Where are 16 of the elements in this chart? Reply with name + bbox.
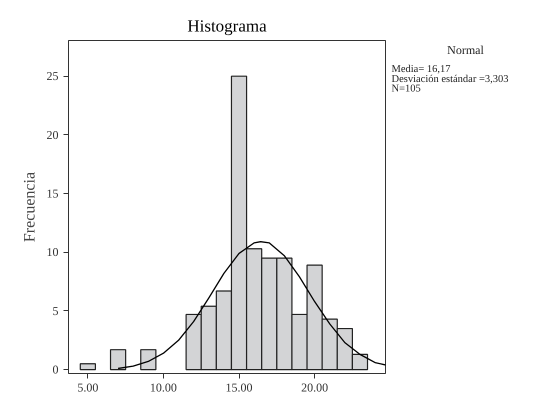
y-tick-label: 0 (52, 362, 58, 377)
y-axis-title: Frecuencia (22, 172, 38, 242)
y-tick-label: 25 (46, 69, 58, 84)
x-tick-label: 10.00 (150, 380, 177, 394)
text: Normal (447, 43, 484, 58)
x-tick-label: 20.00 (301, 380, 328, 394)
text: Desviación estándar =3,303 (392, 74, 509, 85)
x-tick-label: 15.00 (226, 380, 253, 394)
y-tick-label: 15 (46, 186, 58, 201)
y-tick-label: 5 (52, 304, 58, 318)
y-tick-label: 20 (46, 128, 58, 142)
text: N=105 (392, 84, 421, 95)
text: Media= 16,17 (392, 64, 450, 76)
chart-title: Histograma (187, 16, 268, 36)
x-tick-label: 5.00 (77, 380, 98, 394)
y-tick-label: 10 (46, 245, 58, 260)
